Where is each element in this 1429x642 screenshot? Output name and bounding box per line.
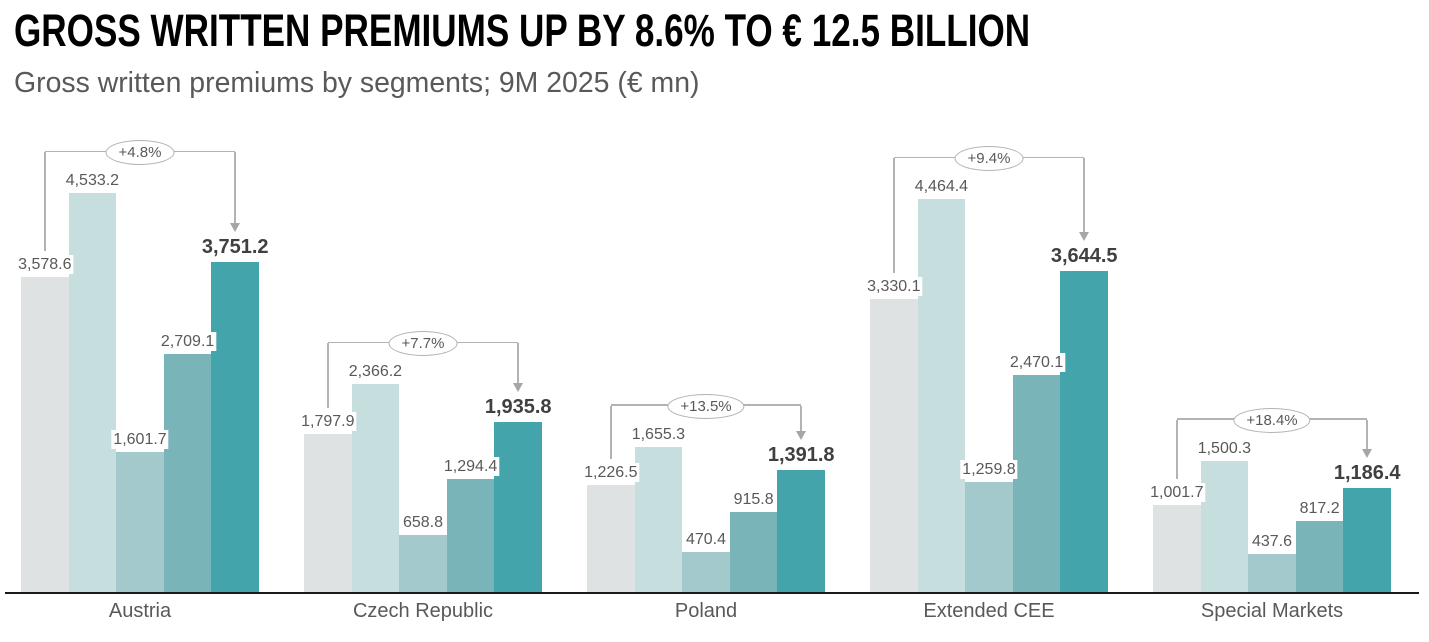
final-bar-value-label: 3,644.5: [1048, 245, 1120, 269]
bracket-line: [234, 152, 236, 226]
arrow-down-icon: [512, 383, 523, 393]
bar: [682, 551, 730, 593]
final-bar-value-label: 3,751.2: [199, 236, 271, 260]
chart-plot-area: +4.8% 3,578.6 4,533.2 1,601.7 2,709.1 3,751.2…: [16, 133, 1403, 593]
page-subtitle: Gross written premiums by segments; 9M 2…: [14, 67, 700, 99]
bar: [399, 534, 447, 593]
bar-value-label: 1,226.5: [582, 462, 640, 482]
category-label: Poland: [674, 600, 738, 622]
bar-value-label: 1,259.8: [960, 459, 1018, 479]
category-label: Czech Republic: [352, 600, 494, 622]
bar: [351, 384, 400, 593]
bar-value-label: 1,797.9: [299, 412, 357, 432]
category-label: Austria: [108, 600, 172, 622]
bracket-line: [44, 152, 46, 252]
bar-group: +4.8% 3,578.6 4,533.2 1,601.7 2,709.1 3,751.2: [16, 133, 271, 593]
bar: [777, 470, 825, 593]
bracket-line: [517, 343, 519, 386]
arrow-down-icon: [229, 223, 240, 233]
change-percentage-badge: +4.8%: [105, 140, 175, 165]
bracket-line: [800, 405, 802, 434]
bar-group: +9.4% 3,330.1 4,464.4 1,259.8 2,470.1 3,644.5: [865, 133, 1120, 593]
bar: [116, 451, 164, 593]
bracket-line: [610, 405, 612, 459]
category-label: Extended CEE: [923, 600, 1055, 622]
change-percentage-badge: +7.7%: [388, 331, 458, 357]
final-bar-value-label: 1,391.8: [765, 444, 837, 468]
bar-value-label: 437.6: [1249, 532, 1295, 552]
bar: [587, 484, 635, 593]
bar: [729, 512, 778, 593]
bracket-line: [1176, 419, 1178, 479]
bar: [1343, 488, 1391, 593]
page-title: GROSS WRITTEN PREMIUMS UP BY 8.6% TO € 1…: [14, 5, 1031, 56]
bar: [1200, 460, 1249, 593]
bar-value-label: 915.8: [731, 490, 776, 510]
bar-value-label: 1,294.4: [441, 456, 500, 476]
final-bar-value-label: 1,935.8: [482, 396, 554, 420]
arrow-down-icon: [1078, 232, 1089, 242]
bar-value-label: 4,464.4: [912, 177, 971, 197]
bar: [917, 199, 966, 593]
bar-value-label: 1,655.3: [629, 424, 688, 444]
final-bar-value-label: 1,186.4: [1331, 462, 1403, 486]
bar: [21, 277, 69, 593]
bar-value-label: 1,500.3: [1195, 438, 1254, 458]
arrow-down-icon: [795, 431, 806, 441]
arrow-down-icon: [1361, 449, 1372, 459]
bar-group: +18.4% 1,001.7 1,500.3 437.6 817.2 1,186.4: [1148, 133, 1403, 593]
bar: [1060, 271, 1108, 593]
bar-value-label: 817.2: [1297, 498, 1342, 518]
bar-value-label: 2,709.1: [158, 331, 217, 351]
bar: [494, 422, 542, 593]
change-percentage-badge: +18.4%: [1233, 407, 1311, 433]
bar: [446, 478, 495, 593]
bar-chart: +4.8% 3,578.6 4,533.2 1,601.7 2,709.1 3,751.2…: [0, 133, 1429, 633]
category-label: Special Markets: [1200, 600, 1344, 622]
bar-value-label: 3,330.1: [865, 277, 923, 297]
bar: [1012, 375, 1061, 593]
bar: [163, 353, 212, 593]
bar: [634, 446, 683, 593]
change-percentage-badge: +9.4%: [954, 146, 1024, 172]
bar: [304, 434, 352, 593]
x-axis-labels: Austria Czech Republic Poland Extended CEE S…: [21, 600, 1391, 623]
bar-value-label: 1,601.7: [111, 429, 169, 449]
bar-value-label: 470.4: [683, 529, 729, 549]
bar-value-label: 1,001.7: [1148, 482, 1206, 502]
bar: [965, 481, 1013, 593]
bracket-line: [893, 158, 895, 274]
bar: [1295, 520, 1344, 593]
bracket-line: [327, 343, 329, 409]
bar-value-label: 658.8: [400, 512, 446, 532]
bar: [1153, 504, 1201, 593]
bar-value-label: 4,533.2: [63, 171, 122, 190]
bracket-line: [1083, 158, 1085, 235]
bar-value-label: 2,470.1: [1007, 353, 1066, 373]
bar: [211, 262, 259, 593]
bar-value-label: 2,366.2: [346, 362, 405, 382]
bracket-line: [1366, 419, 1368, 452]
bar-group: +13.5% 1,226.5 1,655.3 470.4 915.8 1,391.8: [582, 133, 837, 593]
x-axis-line: [5, 592, 1419, 594]
change-percentage-badge: +13.5%: [667, 393, 745, 419]
bar: [870, 299, 918, 593]
bar-group: +7.7% 1,797.9 2,366.2 658.8 1,294.4 1,935.8: [299, 133, 554, 593]
bar-value-label: 3,578.6: [16, 255, 74, 275]
bar: [68, 193, 117, 593]
bar: [1248, 554, 1296, 593]
